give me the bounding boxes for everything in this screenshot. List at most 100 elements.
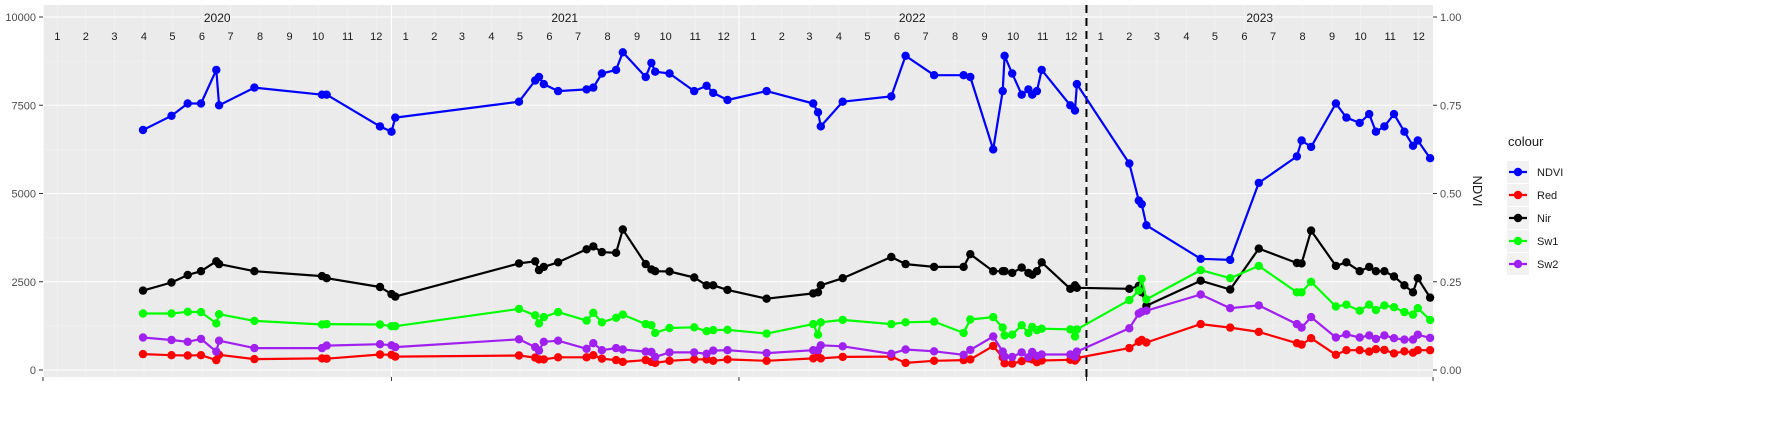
data-point-ndvi [1380,122,1389,131]
data-point-sw1 [723,325,732,334]
month-label: 6 [1241,31,1247,43]
data-point-sw1 [1355,306,1364,315]
data-point-sw1 [1125,295,1134,305]
data-point-sw2 [1425,333,1435,343]
data-point-nir [709,281,718,290]
data-point-sw1 [196,307,206,317]
data-point-sw2 [375,340,385,349]
data-point-red [1355,346,1364,355]
legend-label-red: Red [1537,190,1557,202]
data-point-ndvi [553,86,563,96]
data-point-red [1425,346,1435,355]
data-point-sw1 [322,319,331,329]
data-point-nir [1196,276,1205,285]
data-point-sw2 [1226,304,1235,313]
data-point-nir [597,247,607,257]
data-point-red [723,355,732,364]
data-point-sw1 [553,307,563,317]
data-point-sw2 [838,342,847,351]
data-point-red [1342,346,1351,355]
legend-label-ndvi: NDVI [1537,167,1563,179]
data-point-sw1 [762,329,771,338]
month-label: 11 [1037,31,1048,43]
series-sw1 [138,261,1435,341]
series-sw2 [138,290,1435,362]
data-point-sw2 [1389,334,1399,343]
data-point-nir [1037,258,1046,267]
data-point-ndvi [1425,154,1435,163]
data-point-red [138,349,148,359]
month-label: 10 [1007,31,1019,43]
data-point-ndvi [534,72,544,82]
legend-marker-ndvi [1513,167,1523,177]
data-point-sw2 [1125,324,1134,333]
data-point-sw1 [167,309,176,318]
y-right-tick-label: 0.00 [1440,365,1461,377]
data-point-nir [214,259,224,269]
data-point-red [196,351,206,360]
data-point-sw2 [1413,330,1423,339]
grid-lines [42,5,1433,377]
data-point-red [582,353,591,362]
data-point-sw1 [1254,261,1264,271]
data-point-sw2 [589,339,598,348]
data-point-nir [1000,267,1009,276]
data-point-nir [553,258,563,267]
month-label: 7 [1270,31,1276,43]
data-point-sw2 [534,346,544,355]
data-point-sw1 [1413,304,1423,313]
month-label: 7 [227,31,233,43]
data-point-red [838,352,847,362]
data-point-sw1 [702,327,711,336]
y-left-tick-label: 5000 [12,189,36,201]
data-point-red [1142,338,1151,347]
year-label: 2021 [551,11,578,25]
data-point-sw1 [816,318,825,327]
month-label: 12 [1065,31,1077,43]
data-point-ndvi [250,83,259,92]
series-layer [138,5,1435,377]
data-point-ndvi [647,58,656,68]
month-label: 9 [1329,31,1335,43]
data-point-sw2 [966,345,975,355]
month-label: 3 [111,31,117,43]
month-label: 1 [750,31,756,43]
data-point-sw2 [597,346,607,355]
data-point-sw2 [539,337,548,346]
data-point-nir [1017,263,1026,272]
data-point-sw2 [611,343,621,353]
data-point-sw2 [250,343,259,353]
data-point-red [375,350,385,359]
data-point-sw2 [989,332,998,341]
data-point-sw2 [1306,312,1316,322]
data-point-nir [514,259,524,268]
data-point-sw1 [1371,305,1381,315]
data-point-sw1 [375,320,385,329]
data-point-sw1 [966,315,975,324]
data-point-sw1 [1134,286,1144,295]
data-point-sw2 [1142,306,1151,315]
data-point-sw2 [1331,333,1341,342]
data-point-ndvi [665,69,674,78]
data-point-red [514,351,524,360]
data-point-red [553,353,563,362]
data-point-sw2 [391,342,400,352]
data-point-ndvi [196,99,206,108]
legend-label-sw2: Sw2 [1537,259,1558,271]
data-point-sw1 [391,322,400,331]
data-point-sw1 [1008,330,1017,339]
data-point-nir [1331,261,1341,271]
data-point-red [1389,349,1399,358]
data-point-ndvi [1017,90,1026,99]
data-point-ndvi [589,83,598,92]
month-label: 10 [1355,31,1367,43]
data-point-red [1306,334,1316,343]
data-point-ndvi [514,97,524,106]
data-point-ndvi [1142,221,1151,230]
data-point-ndvi [1072,79,1082,89]
data-point-sw2 [183,337,192,346]
data-point-sw2 [553,336,563,345]
month-label: 6 [199,31,205,43]
data-point-red [651,358,660,368]
